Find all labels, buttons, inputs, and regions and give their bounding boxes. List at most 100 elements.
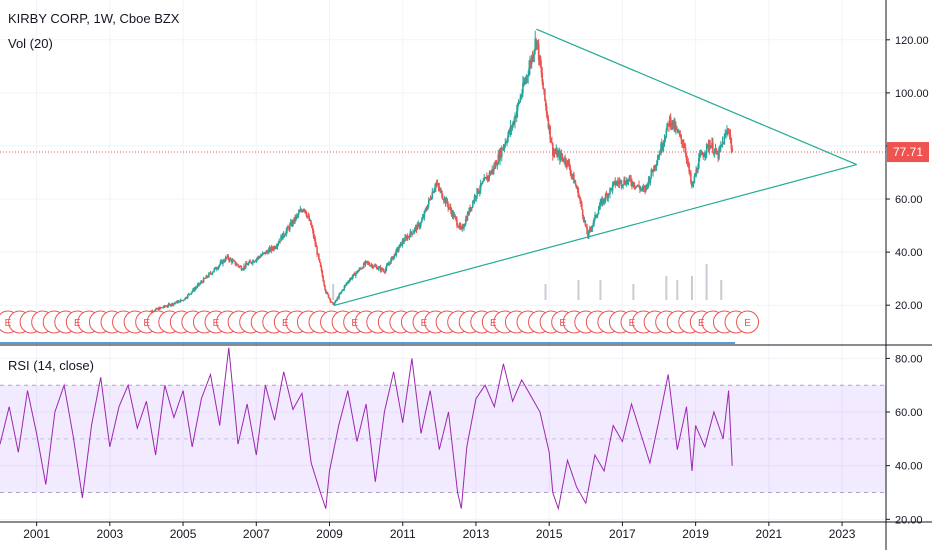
candle-body (681, 139, 683, 145)
candle-body (435, 183, 437, 188)
candle-body (477, 188, 479, 194)
candle-body (724, 134, 726, 137)
candle-body (245, 263, 247, 268)
candle-body (187, 293, 190, 295)
candle-body (400, 242, 403, 246)
candle-body (317, 253, 319, 255)
candle-body (388, 263, 391, 265)
symbol-title[interactable]: KIRBY CORP, 1W, Cboe BZX (8, 11, 180, 26)
candle-body (363, 263, 366, 265)
candle-body (425, 209, 427, 211)
candle-body (565, 158, 567, 164)
candle-body (414, 226, 417, 229)
volume-bar (332, 284, 335, 300)
candle-body (173, 303, 176, 304)
candle-body (242, 268, 244, 270)
candle-body (274, 246, 276, 249)
candle-body (705, 152, 707, 156)
volume-label[interactable]: Vol (20) (8, 36, 53, 51)
candle-body (610, 188, 613, 191)
candle-body (164, 305, 166, 307)
candle-body (405, 236, 407, 238)
candle-body (366, 261, 369, 263)
volume-bar (599, 280, 602, 300)
candle-body (325, 292, 328, 294)
candle-body (304, 210, 307, 214)
candle-body (436, 184, 439, 185)
candle-body (228, 259, 230, 261)
candle-body (424, 209, 427, 212)
candle-body (333, 302, 336, 306)
candle-body (712, 142, 714, 153)
candle-body (642, 187, 645, 189)
candle-body (472, 201, 475, 203)
candle-body (535, 39, 537, 46)
candle-body (657, 157, 660, 160)
candle-body (473, 196, 476, 202)
candle-body (318, 258, 321, 263)
candle-body (340, 291, 342, 294)
candle-body (676, 127, 678, 130)
rsi-tick-label: 40.00 (895, 461, 923, 473)
candle-body (498, 154, 500, 161)
rsi-label[interactable]: RSI (14, close) (8, 358, 94, 373)
candle-body (199, 283, 201, 285)
candle-body (645, 184, 647, 191)
earnings-marker-label: E (213, 318, 220, 329)
candle-body (597, 209, 600, 215)
candle-body (492, 168, 494, 172)
candle-body (334, 300, 337, 303)
candle-body (297, 212, 300, 215)
candle-body (673, 121, 675, 128)
candle-body (719, 148, 721, 150)
candle-body (513, 121, 515, 124)
candle-body (231, 260, 234, 263)
candle-body (680, 134, 683, 140)
candle-body (587, 234, 589, 237)
candle-body (447, 204, 449, 208)
candle-body (619, 180, 622, 182)
candle-body (444, 198, 447, 204)
candle-body (376, 266, 378, 270)
candle-body (717, 153, 719, 159)
candle-body (725, 133, 727, 135)
candle-body (301, 210, 303, 212)
candle-body (154, 309, 157, 312)
candle-body (327, 294, 330, 298)
candle-body (551, 142, 553, 144)
candle-body (722, 142, 725, 145)
time-tick-label: 2003 (96, 527, 123, 541)
candle-body (216, 268, 218, 270)
candle-body (729, 134, 732, 139)
candle-body (552, 152, 555, 156)
candle-body (465, 218, 468, 221)
candle-body (524, 80, 527, 82)
candle-body (280, 236, 282, 242)
candle-body (727, 131, 730, 133)
candle-body (224, 257, 227, 262)
candle-body (203, 278, 206, 280)
candle-body (635, 185, 638, 188)
candle-body (499, 149, 501, 161)
candle-body (694, 175, 697, 177)
candle-body (251, 263, 253, 264)
candle-body (311, 227, 314, 231)
candle-body (531, 56, 534, 60)
candle-body (581, 203, 583, 210)
candle-body (711, 142, 713, 146)
candle-body (525, 76, 528, 81)
candle-body (266, 251, 268, 253)
candle-body (174, 302, 177, 304)
candle-body (328, 297, 331, 299)
candle-body (336, 297, 339, 300)
candle-body (560, 153, 563, 158)
candle-body (434, 187, 436, 190)
candle-body (365, 261, 368, 262)
candle-body (539, 56, 542, 67)
candle-body (296, 215, 298, 217)
candle-body (427, 204, 429, 210)
candle-body (589, 228, 592, 230)
candle-body (478, 192, 480, 194)
candle-body (316, 247, 318, 255)
